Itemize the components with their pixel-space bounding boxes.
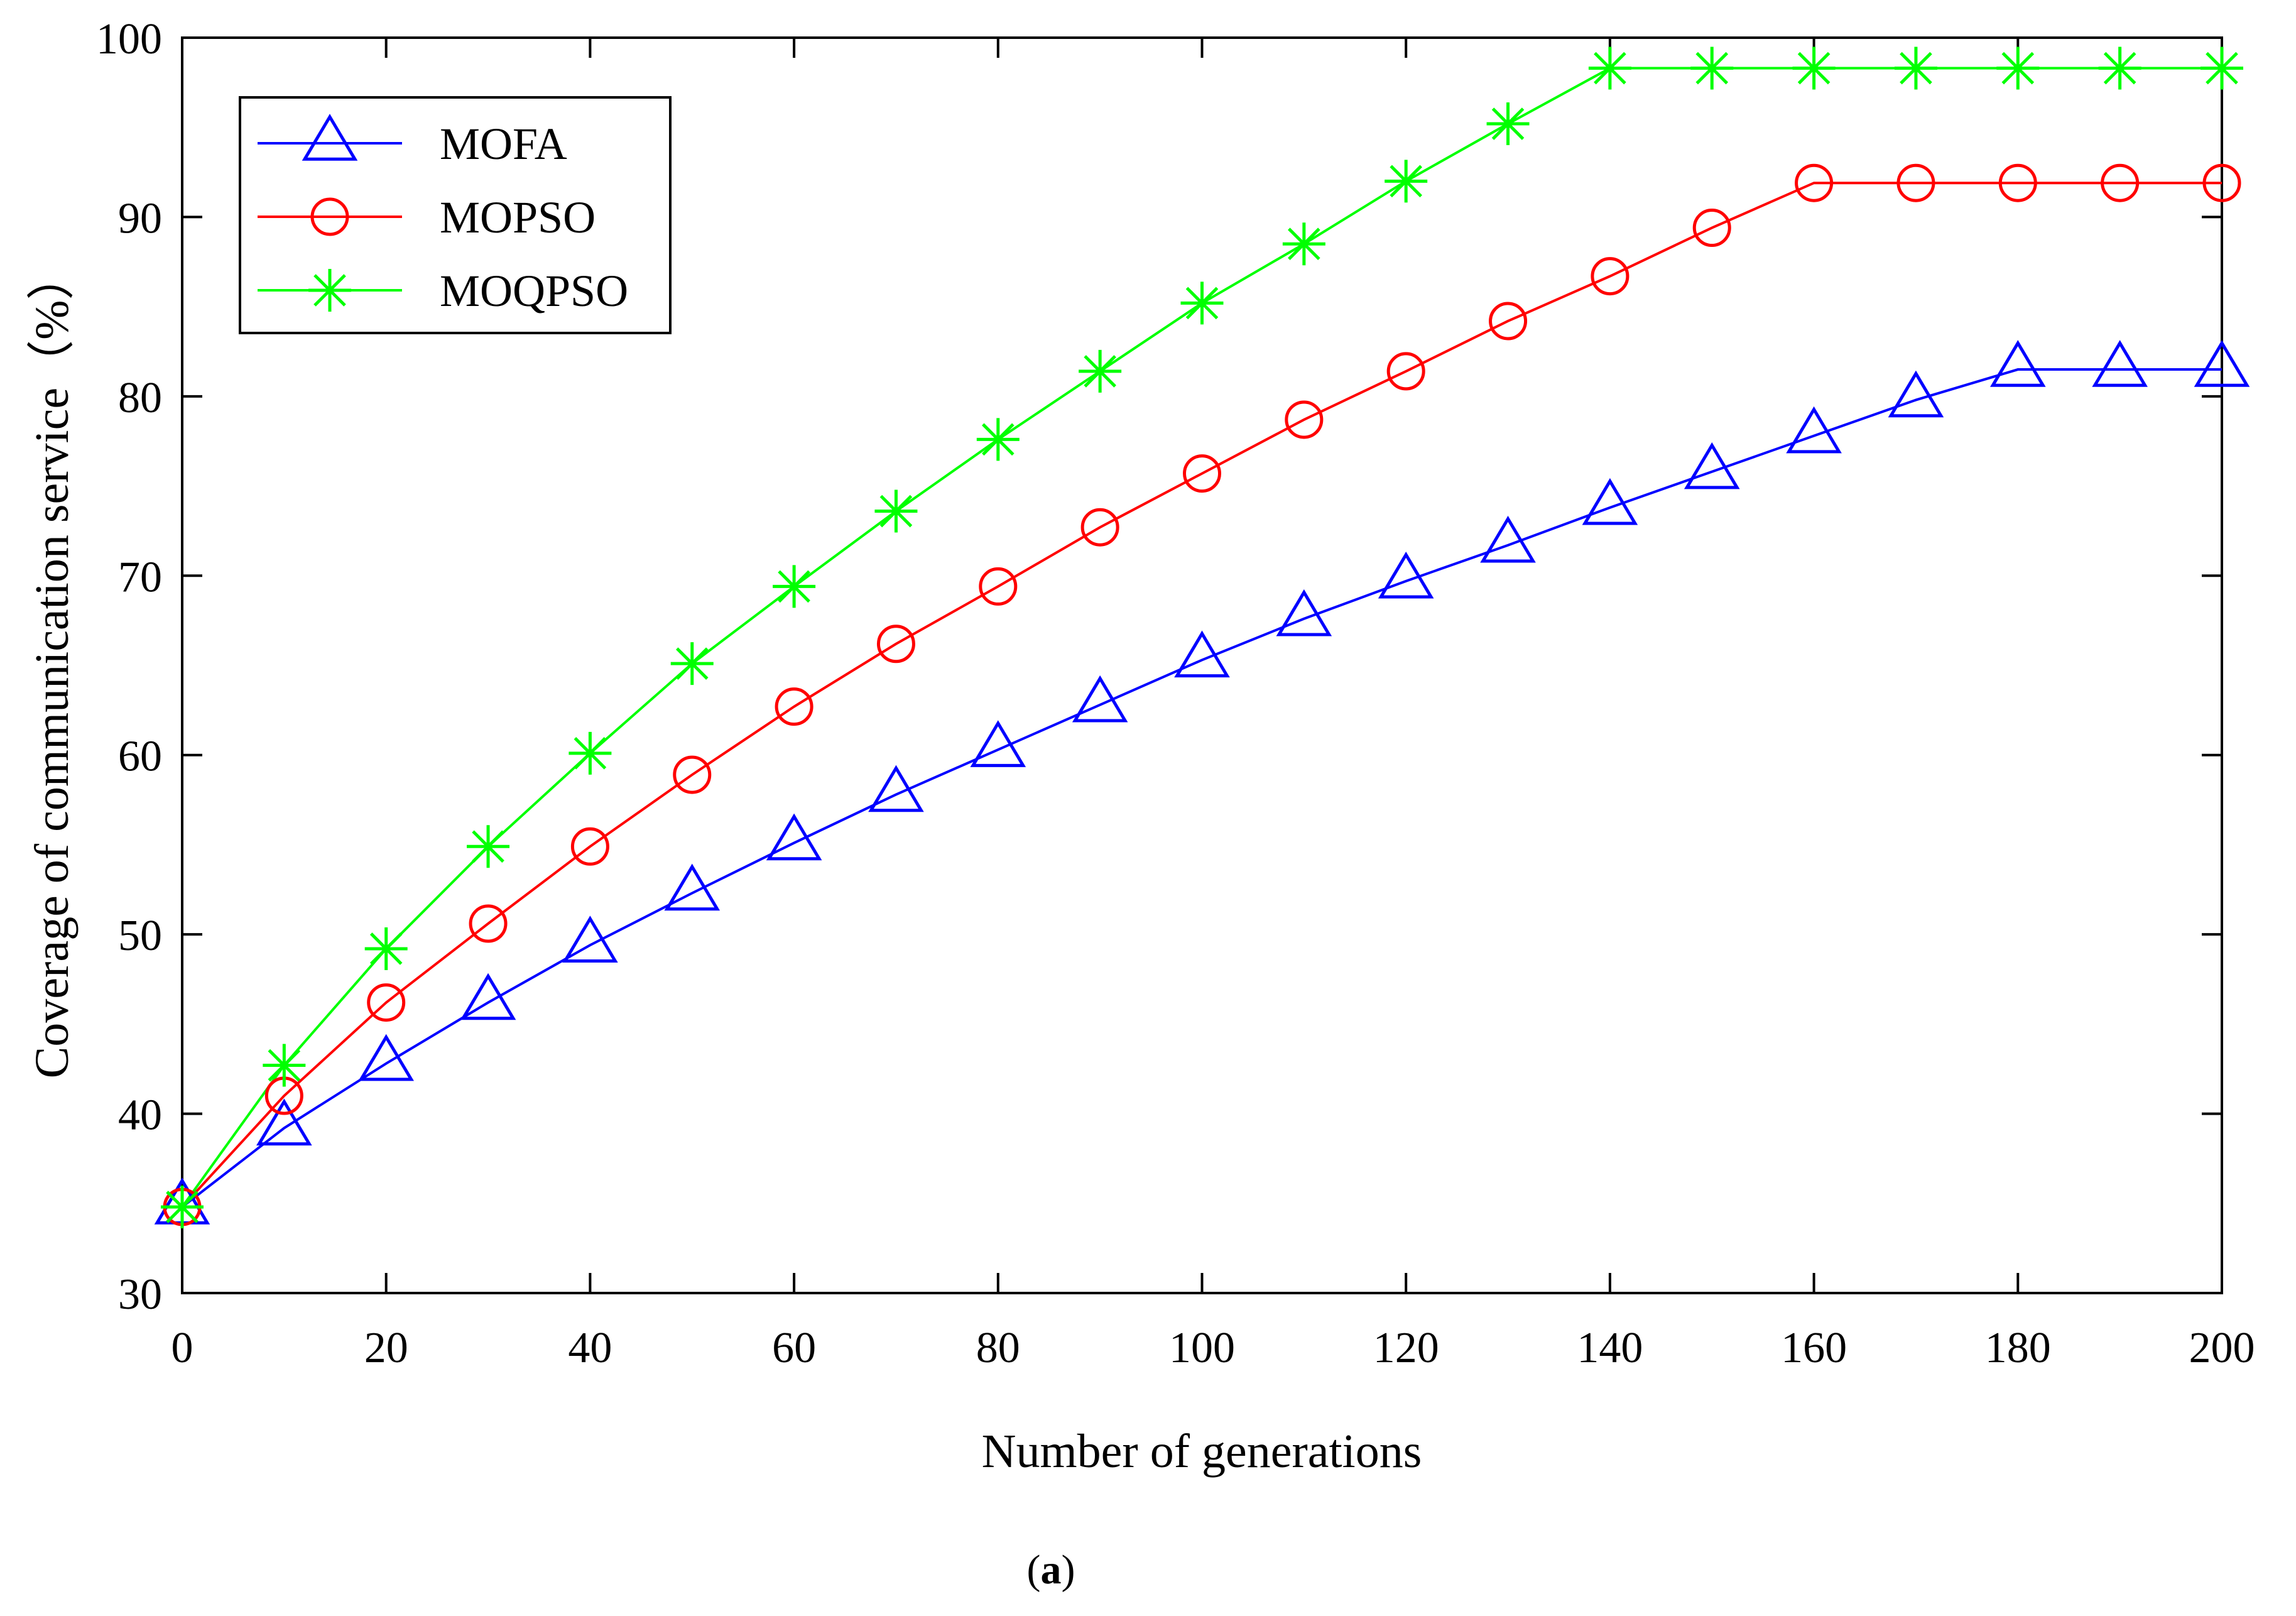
legend-marker-moqpso (308, 269, 351, 312)
caption-letter: a (1041, 1547, 1062, 1593)
legend-label-mofa: MOFA (440, 119, 567, 169)
data-point-mofa (256, 1098, 312, 1146)
data-point-mopso (469, 904, 508, 943)
data-point-moqpso (1180, 281, 1224, 325)
x-axis-title: Number of generations (982, 1425, 1422, 1478)
data-point-moqpso (1996, 46, 2040, 90)
legend-label-moqpso: MOQPSO (440, 266, 628, 316)
y-axis-title: Coverage of communication service（%） (26, 253, 79, 1079)
data-point-mopso (1489, 302, 1528, 341)
x-tick-label: 140 (1577, 1324, 1643, 1372)
data-point-mofa (2194, 340, 2250, 387)
data-point-mofa (460, 973, 516, 1020)
caption-close: ) (1062, 1547, 1075, 1593)
data-point-mofa (2092, 340, 2148, 387)
data-point-mofa (1480, 515, 1536, 563)
legend-marker-mofa (302, 114, 358, 161)
y-tick-label: 50 (118, 912, 162, 960)
series-line-mopso (181, 182, 2222, 1208)
data-point-moqpso (2201, 46, 2243, 90)
x-tick-label: 20 (364, 1324, 408, 1372)
data-point-mopso (876, 625, 915, 663)
data-point-mofa (970, 720, 1026, 767)
x-tick-label: 0 (171, 1324, 193, 1372)
x-tick-label: 100 (1169, 1324, 1235, 1372)
data-point-mofa (358, 1034, 414, 1081)
data-point-mofa (766, 813, 822, 861)
data-point-mopso (673, 755, 712, 794)
y-tick-label: 60 (118, 733, 162, 781)
data-point-mofa (868, 765, 924, 812)
y-tick-label: 80 (118, 374, 162, 422)
data-point-moqpso (2098, 46, 2141, 90)
data-point-moqpso (569, 731, 612, 775)
data-point-mopso (1183, 454, 1221, 493)
data-point-mopso (1285, 400, 1324, 439)
data-point-mopso (1386, 352, 1425, 391)
data-point-mopso (570, 827, 609, 866)
y-tick-label: 70 (118, 553, 162, 601)
data-point-mopso (979, 567, 1018, 606)
data-point-moqpso (1282, 222, 1325, 266)
data-point-mopso (1998, 163, 2037, 202)
data-point-mofa (1888, 370, 1944, 418)
data-point-moqpso (263, 1044, 306, 1087)
figure-caption: (a) (1027, 1547, 1075, 1593)
data-point-moqpso (976, 418, 1020, 461)
x-tick-label: 120 (1373, 1324, 1439, 1372)
data-point-moqpso (1486, 102, 1530, 146)
data-point-mopso (1795, 163, 1834, 202)
data-point-mofa (664, 863, 721, 911)
data-point-mopso (1692, 209, 1731, 248)
x-tick-label: 200 (2189, 1324, 2255, 1372)
legend-marker-mopso (310, 197, 349, 236)
data-point-moqpso (773, 565, 816, 608)
data-point-mopso (367, 983, 406, 1022)
x-tick-label: 80 (976, 1324, 1020, 1372)
data-point-moqpso (1588, 46, 1631, 90)
data-point-mopso (2101, 163, 2140, 202)
legend-label-mopso: MOPSO (440, 192, 596, 243)
data-point-moqpso (364, 927, 408, 970)
y-tick-label: 40 (118, 1091, 162, 1140)
y-tick-label: 90 (118, 194, 162, 243)
data-point-moqpso (1792, 46, 1836, 90)
data-point-mofa (1072, 675, 1128, 723)
data-point-moqpso (467, 825, 510, 868)
data-point-moqpso (670, 642, 714, 685)
data-point-moqpso (1385, 160, 1428, 203)
data-point-mofa (1276, 589, 1332, 636)
data-point-mopso (775, 687, 813, 726)
x-tick-label: 40 (568, 1324, 612, 1372)
data-point-mopso (1896, 163, 1935, 202)
series-line-mofa (181, 368, 2222, 1208)
data-point-moqpso (1079, 349, 1122, 393)
data-point-moqpso (874, 489, 918, 533)
data-point-mofa (1684, 442, 1740, 489)
data-point-mopso (1080, 508, 1119, 547)
caption-open: ( (1027, 1547, 1041, 1593)
data-point-moqpso (161, 1185, 204, 1228)
y-tick-label: 30 (118, 1270, 162, 1319)
data-point-moqpso (1894, 46, 1937, 90)
data-point-mopso (1591, 257, 1630, 296)
x-tick-label: 180 (1985, 1324, 2051, 1372)
data-point-mopso (2202, 163, 2241, 202)
x-tick-label: 160 (1781, 1324, 1847, 1372)
data-point-mofa (562, 915, 618, 963)
data-point-mofa (1582, 478, 1638, 525)
legend: MOFA MOPSO MOQPSO (239, 96, 672, 334)
y-tick-label: 100 (96, 15, 162, 63)
x-tick-label: 60 (772, 1324, 816, 1372)
tick-labels: 0 20 40 60 80 100 120 140 160 180 200 30 40 50 60 70 80 9… (96, 15, 2255, 1372)
data-point-mofa (1786, 406, 1842, 454)
data-point-mofa (1990, 340, 2046, 387)
data-point-mofa (1378, 551, 1434, 599)
series-markers (154, 46, 2250, 1228)
data-point-mofa (1174, 630, 1230, 678)
data-point-moqpso (1690, 46, 1734, 90)
axis-ticks (181, 36, 2223, 1294)
